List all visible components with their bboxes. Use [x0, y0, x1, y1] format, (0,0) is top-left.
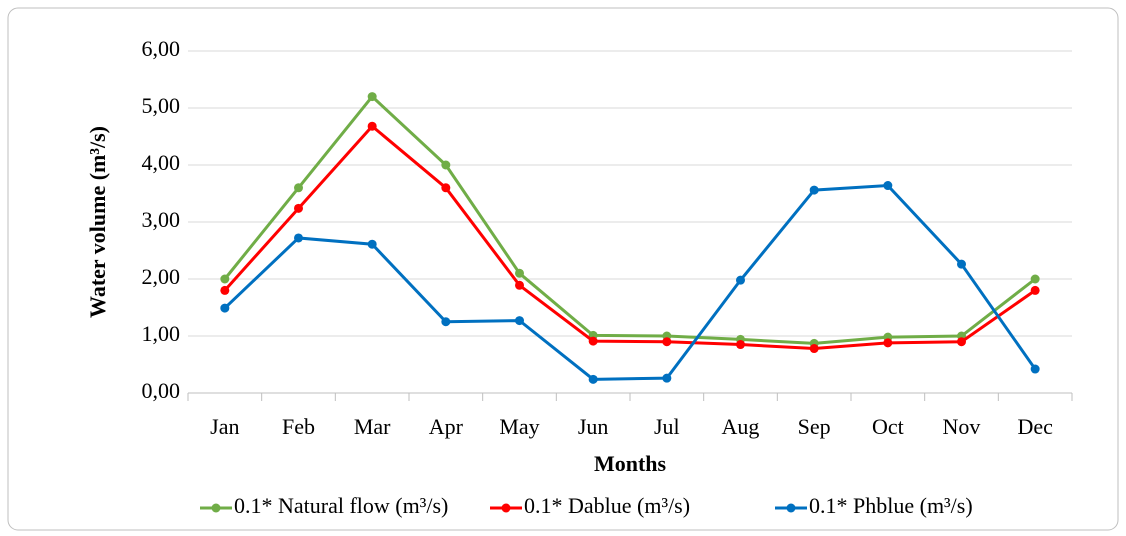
- y-tick-label: 0,00: [142, 378, 181, 403]
- data-point: [736, 340, 745, 350]
- data-point: [441, 317, 451, 327]
- y-tick-label: 4,00: [142, 150, 181, 175]
- data-point: [809, 185, 819, 195]
- data-point: [809, 344, 819, 354]
- y-tick-label: 5,00: [142, 93, 181, 118]
- data-point: [220, 303, 230, 313]
- x-tick-label: Jun: [578, 414, 609, 439]
- x-tick-label: Jul: [654, 414, 680, 439]
- legend-marker: [501, 503, 511, 513]
- x-tick-label: Sep: [798, 414, 831, 439]
- y-tick-label: 1,00: [142, 321, 181, 346]
- data-point: [367, 121, 377, 131]
- x-tick-label: Dec: [1017, 414, 1053, 439]
- x-tick-label: Aug: [722, 414, 760, 439]
- legend-label: 0.1* Phblue (m³/s): [809, 493, 973, 518]
- chart-border: [7, 7, 1119, 531]
- data-point: [883, 338, 893, 348]
- x-tick-label: Apr: [429, 414, 464, 439]
- data-point: [515, 268, 524, 278]
- x-tick-label: Jan: [210, 414, 239, 439]
- data-point: [367, 239, 377, 249]
- legend-label: 0.1* Natural flow (m³/s): [234, 493, 448, 518]
- data-point: [736, 275, 745, 285]
- x-tick-label: May: [499, 414, 539, 439]
- data-point: [294, 203, 303, 213]
- data-point: [515, 280, 524, 290]
- x-tick-label: Oct: [872, 414, 904, 439]
- legend-marker: [211, 503, 221, 513]
- data-point: [367, 92, 377, 102]
- x-axis-title: Months: [594, 451, 667, 476]
- legend-label: 0.1* Dablue (m³/s): [524, 493, 690, 518]
- legend-marker: [786, 503, 796, 513]
- series-line: [223, 124, 1037, 351]
- data-point: [1030, 274, 1040, 284]
- series-line: [223, 183, 1037, 381]
- data-point: [588, 374, 598, 384]
- data-point: [662, 373, 672, 383]
- x-tick-label: Feb: [282, 414, 315, 439]
- data-point: [294, 183, 303, 193]
- x-tick-label: Mar: [354, 414, 391, 439]
- y-tick-label: 6,00: [142, 36, 181, 61]
- data-point: [957, 259, 966, 269]
- data-point: [441, 183, 451, 193]
- data-point: [957, 337, 966, 347]
- data-point: [883, 181, 893, 191]
- data-point: [220, 285, 230, 295]
- y-tick-label: 2,00: [142, 264, 181, 289]
- data-point: [220, 274, 230, 284]
- x-tick-label: Nov: [943, 414, 981, 439]
- data-point: [1030, 364, 1040, 374]
- data-point: [588, 336, 598, 346]
- data-point: [515, 316, 524, 326]
- y-axis-title: Water volume (m³/s): [85, 126, 110, 318]
- series-line: [223, 94, 1037, 345]
- y-tick-label: 3,00: [142, 207, 181, 232]
- data-point: [662, 337, 672, 347]
- data-point: [294, 233, 303, 243]
- data-point: [441, 160, 451, 170]
- data-point: [1030, 285, 1040, 295]
